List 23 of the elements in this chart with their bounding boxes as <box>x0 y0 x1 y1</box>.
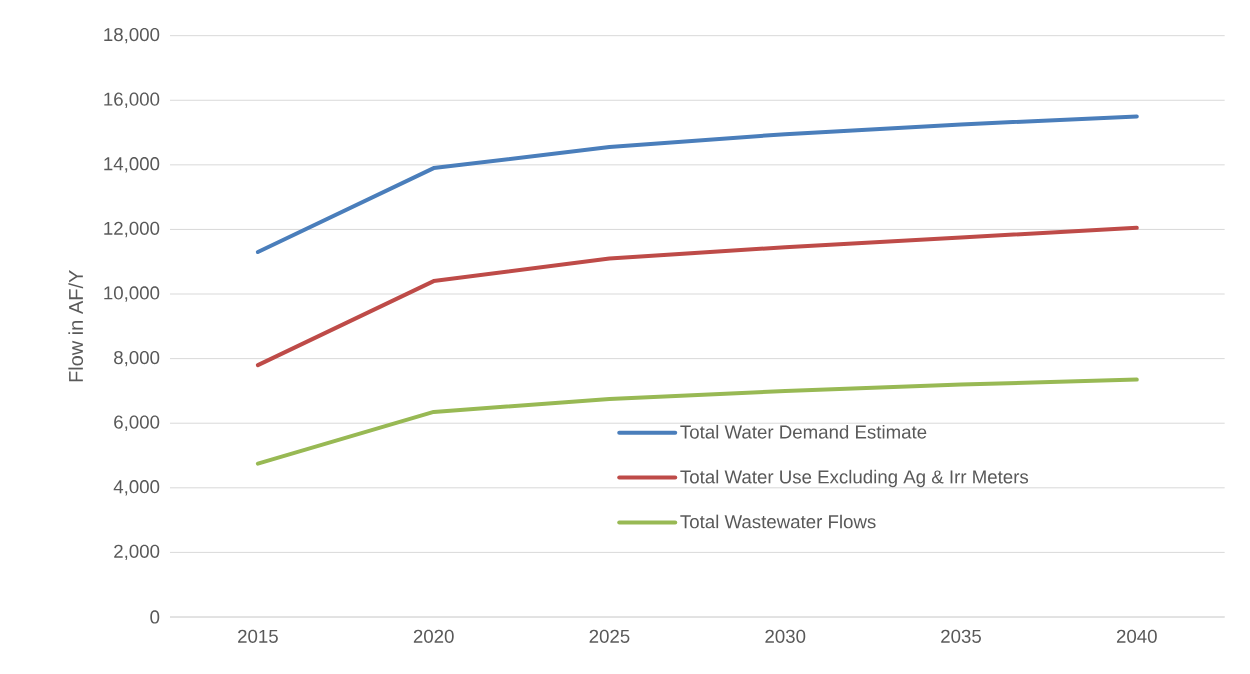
line-series <box>255 225 1139 368</box>
y-tick-label: 10,000 <box>104 286 160 302</box>
y-tick-label: 8,000 <box>114 350 160 367</box>
y-tick-label: 6,000 <box>114 415 160 431</box>
y-tick-label: 12,000 <box>104 221 160 238</box>
line-series <box>255 377 1139 466</box>
y-tick-label: 16,000 <box>104 92 160 108</box>
y-tick-label: 4,000 <box>113 480 160 496</box>
x-tick-label: 2035 <box>941 629 981 643</box>
legend-label: Total Water Use Excluding Ag & Irr Meters <box>680 469 1029 488</box>
y-tick-label: 14,000 <box>104 157 160 173</box>
x-tick-label: 2020 <box>413 629 454 643</box>
legend-label: Total Water Demand Estimate <box>680 424 927 439</box>
legend-label: Total Wastewater Flows <box>680 514 876 529</box>
x-tick-label: 2025 <box>589 629 630 643</box>
y-tick-label: 18,000 <box>104 27 160 44</box>
x-tick-label: 2040 <box>1116 629 1157 643</box>
x-tick-label: 2015 <box>238 629 278 643</box>
y-tick-label: 0 <box>150 610 160 624</box>
line-series <box>255 114 1139 255</box>
y-tick-label: 2,000 <box>114 544 160 561</box>
y-axis-title: Flow in AF/Y <box>68 270 84 382</box>
x-tick-label: 2030 <box>765 629 806 643</box>
